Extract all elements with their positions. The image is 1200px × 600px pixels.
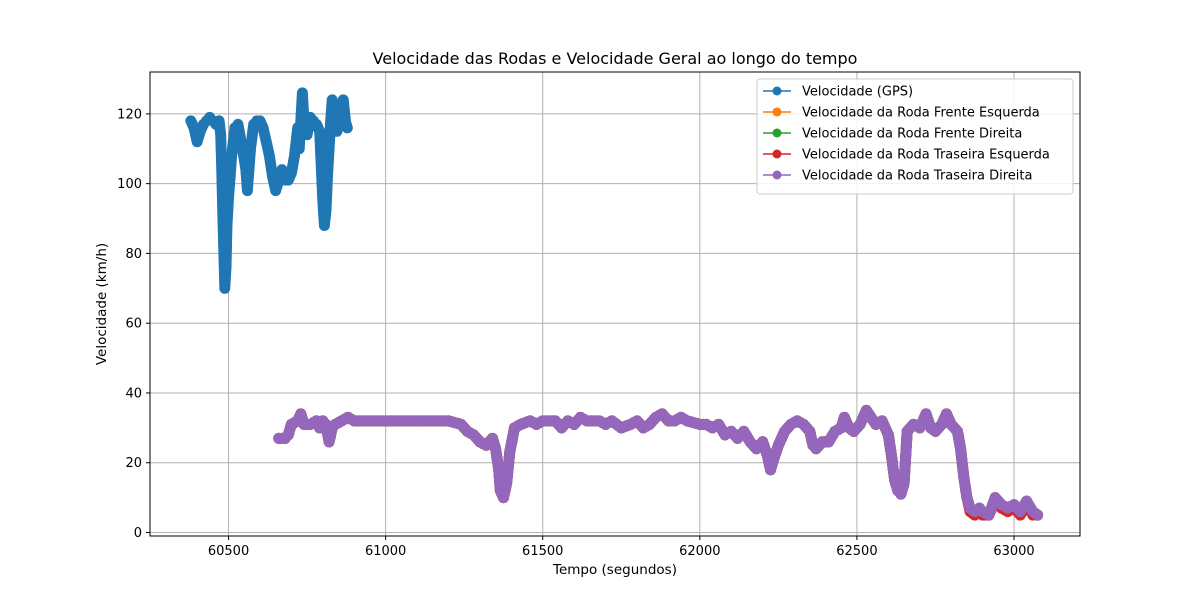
legend-marker <box>772 170 782 180</box>
x-tick-label: 61000 <box>365 544 406 559</box>
legend-item: Velocidade da Roda Traseira Esquerda <box>763 148 1050 163</box>
chart-title: Velocidade das Rodas e Velocidade Geral … <box>373 49 858 68</box>
series-layer <box>185 87 1044 521</box>
series-5 <box>273 404 1044 521</box>
x-axis-ticks: 60500 61000 61500 62000 62500 63000 <box>208 536 1035 559</box>
y-axis-ticks: 0 20 40 60 80 100 120 <box>117 107 150 541</box>
y-tick-label: 60 <box>125 317 142 332</box>
legend-label: Velocidade da Roda Frente Esquerda <box>802 106 1040 121</box>
x-tick-label: 62000 <box>679 544 720 559</box>
data-point <box>1032 509 1044 521</box>
x-tick-label: 61500 <box>522 544 563 559</box>
data-point <box>341 122 353 134</box>
legend-item: Velocidade (GPS) <box>763 85 913 100</box>
x-tick-label: 63000 <box>993 544 1034 559</box>
legend-label: Velocidade da Roda Frente Direita <box>802 127 1022 142</box>
y-axis-label: Velocidade (km/h) <box>94 243 110 365</box>
x-tick-label: 62500 <box>836 544 877 559</box>
legend-box <box>756 78 1074 195</box>
legend: Velocidade (GPS) Velocidade da Roda Frent… <box>756 78 1074 195</box>
legend-item: Velocidade da Roda Traseira Direita <box>763 169 1032 184</box>
legend-item: Velocidade da Roda Frente Direita <box>763 127 1022 142</box>
y-tick-label: 80 <box>125 247 142 262</box>
y-tick-label: 120 <box>117 107 142 122</box>
x-axis-label: Tempo (segundos) <box>552 562 677 578</box>
legend-marker <box>772 107 782 117</box>
legend-item: Velocidade da Roda Frente Esquerda <box>763 106 1040 121</box>
legend-label: Velocidade da Roda Traseira Esquerda <box>802 148 1050 163</box>
plot-frame <box>149 71 1081 537</box>
series-1 <box>185 87 353 294</box>
legend-marker <box>772 149 782 159</box>
y-tick-label: 100 <box>117 177 142 192</box>
legend-label: Velocidade da Roda Traseira Direita <box>802 169 1032 184</box>
x-tick-label: 60500 <box>208 544 249 559</box>
y-tick-label: 0 <box>134 526 142 541</box>
legend-label: Velocidade (GPS) <box>802 85 913 100</box>
y-tick-label: 20 <box>125 456 142 471</box>
y-tick-label: 40 <box>125 386 142 401</box>
legend-marker <box>772 128 782 138</box>
legend-marker <box>772 86 782 96</box>
